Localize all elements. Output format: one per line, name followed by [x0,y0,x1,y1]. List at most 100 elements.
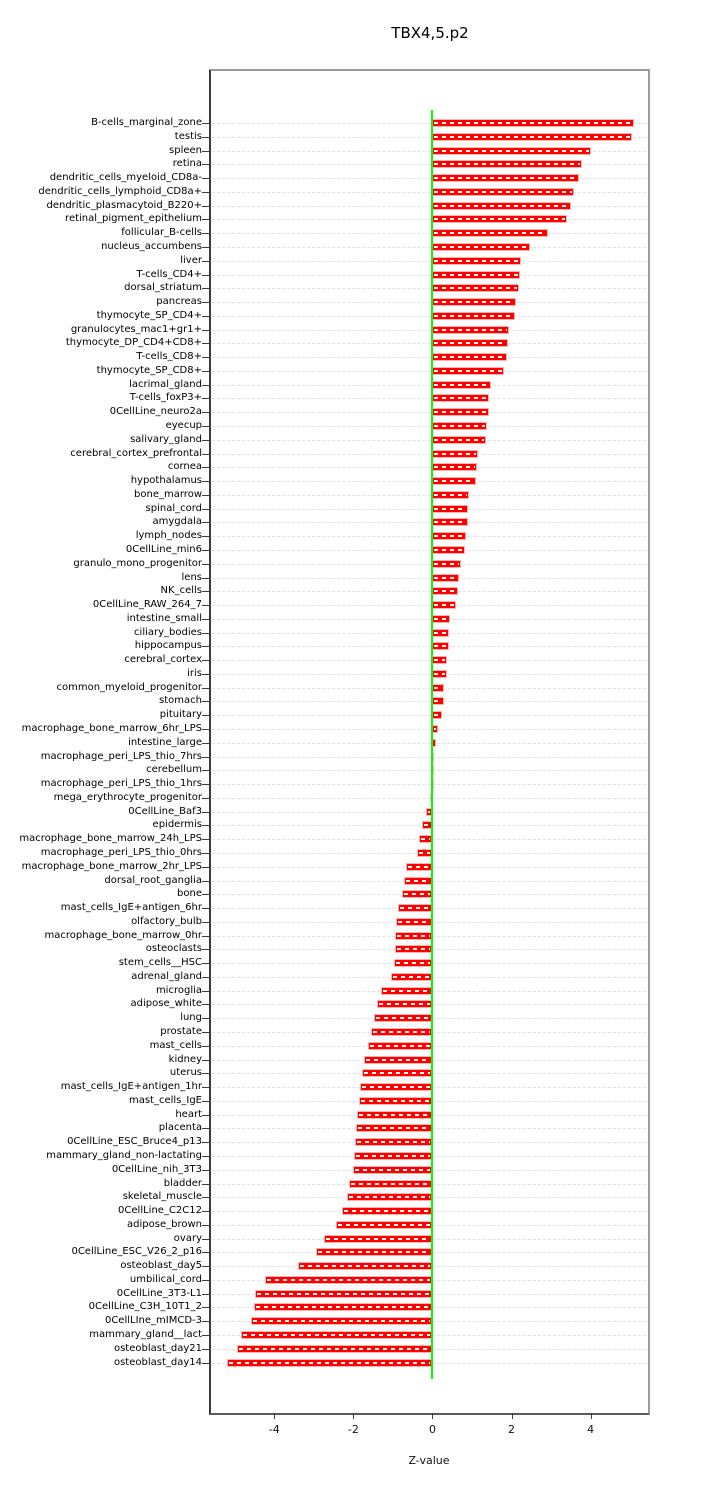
category-label: cornea [167,461,202,473]
category-label: spleen [169,144,202,156]
category-label: bone [177,888,202,900]
bar-hatch [318,1251,431,1254]
bar-hatch [434,135,631,138]
y-axis-tick [202,797,209,799]
gridline [212,315,646,317]
category-label: lymph_nodes [135,530,202,542]
gridline [212,646,646,648]
gridline [212,632,646,634]
bar [394,945,433,954]
category-label: adipose_brown [127,1218,202,1230]
y-axis-tick [202,191,209,193]
bar-hatch [256,1306,431,1309]
y-axis-tick [202,1018,209,1020]
y-axis-tick [202,894,209,896]
y-axis-tick [202,136,209,138]
bar [432,587,459,596]
y-axis-tick [202,577,209,579]
category-label: macrophage_bone_marrow_6hr_LPS [21,723,202,734]
bar [432,311,516,320]
y-axis-tick [202,494,209,496]
y-axis-tick [202,742,209,744]
bar-hatch [267,1278,431,1281]
gridline [212,797,646,799]
category-label: osteoblast_day21 [113,1342,202,1354]
bar-hatch [434,466,475,469]
y-axis-tick [202,949,209,951]
category-label: macrophage_peri_LPS_thio_0hrs [40,846,202,858]
category-label: NK_cells [160,585,202,597]
bar-hatch [434,452,476,455]
category-label: osteoblast_day14 [113,1356,202,1368]
bar-hatch [434,369,503,372]
category-label: iris [187,667,202,679]
zero-reference-line [431,110,434,1379]
category-label: mammary_gland__lact [89,1329,202,1341]
category-label: nucleus_accumbens [101,240,202,252]
category-label: stem_cells__HSC [118,957,202,969]
bar [432,353,507,362]
y-axis-tick [202,274,209,276]
bar [432,325,510,334]
category-label: macrophage_peri_LPS_thio_1hrs [40,778,202,790]
bar-hatch [434,328,508,331]
category-label: dorsal_striatum [124,282,202,294]
category-label: macrophage_bone_marrow_2hr_LPS [21,860,202,872]
gridline [212,522,646,524]
category-label: 0CellLIne_mIMCD-3 [104,1315,202,1327]
category-label: lacrimal_gland [129,378,202,390]
category-label: granulo_mono_progenitor [73,557,202,569]
category-label: lung [180,1012,202,1024]
category-label: olfactory_bulb [131,915,202,927]
bar [432,422,488,430]
bar-hatch [434,659,446,662]
bar-hatch [434,617,449,620]
gridline [212,770,646,772]
x-axis-tick [511,1413,513,1419]
bar-hatch [434,218,565,221]
category-label: heart [175,1108,202,1120]
plot-border [209,69,650,1415]
gridline [212,426,646,427]
category-label: 0CellLine_ESC_Bruce4_p13 [67,1136,202,1148]
gridline [212,288,646,290]
bar-hatch [396,948,431,951]
gridline [212,370,646,372]
bar-hatch [434,245,529,248]
y-axis-tick [202,839,209,841]
category-label: macrophage_bone_marrow_24h_LPS [19,833,202,845]
y-axis-tick [202,439,209,441]
bar [358,1096,433,1105]
category-label: spinal_cord [145,502,202,514]
bar [354,1138,433,1147]
bar [336,1220,433,1229]
gridline [212,178,646,180]
category-label: cerebellum [146,764,202,776]
bar [393,959,433,968]
gridline [212,136,646,138]
gridline [212,563,646,565]
bar-hatch [383,989,431,992]
bar-hatch [434,301,514,304]
y-axis-tick [202,1087,209,1089]
category-label: dendritic_cells_myeloid_CD8a- [49,172,202,184]
gridline [212,660,646,662]
bar [432,132,633,141]
y-axis-tick [202,164,209,166]
bar-hatch [434,425,486,427]
gridline [212,329,646,331]
category-label: mast_cells_IgE+antigen_1hr [60,1081,202,1093]
y-axis-tick [202,246,209,248]
bar [432,394,489,403]
bar-hatch [434,232,546,235]
bar-hatch [325,1237,431,1240]
x-tick-label: -4 [268,1423,280,1436]
gridline [212,164,646,166]
gridline [212,343,646,345]
category-label: lens [181,571,202,583]
y-axis-tick [202,219,209,221]
bar [432,683,445,692]
bar [432,669,447,678]
bar-hatch [256,1292,431,1295]
gridline [212,481,646,483]
